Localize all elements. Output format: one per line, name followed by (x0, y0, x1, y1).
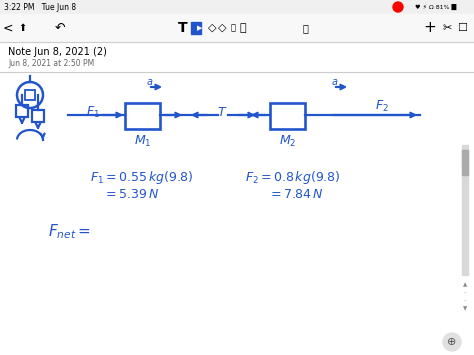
Text: 3:22 PM   Tue Jun 8: 3:22 PM Tue Jun 8 (4, 2, 76, 11)
Circle shape (393, 2, 403, 12)
Text: $M_1$: $M_1$ (134, 133, 151, 148)
Bar (32, 110, 44, 122)
Text: ◇: ◇ (208, 23, 216, 33)
Text: +: + (424, 21, 437, 36)
Text: Note Jun 8, 2021 (2): Note Jun 8, 2021 (2) (8, 47, 107, 57)
Bar (462, 150, 468, 175)
Text: ↶: ↶ (55, 22, 65, 34)
Bar (191, 22, 201, 34)
Bar (125, 103, 160, 129)
Text: $F_1$: $F_1$ (86, 104, 100, 120)
Text: T: T (178, 21, 188, 35)
Text: ▶: ▶ (197, 25, 203, 31)
Text: $F_1 = 0.55\,kg(9.8)$: $F_1 = 0.55\,kg(9.8)$ (90, 169, 194, 186)
Text: $F_{net} =$: $F_{net} =$ (48, 223, 91, 241)
Text: <: < (3, 22, 13, 34)
Text: ♥ ⚡ Ω 81% █: ♥ ⚡ Ω 81% █ (415, 4, 456, 10)
Text: ⬆: ⬆ (18, 23, 26, 33)
Text: $= 7.84\,N$: $= 7.84\,N$ (268, 187, 324, 201)
Bar (0, 14, 474, 42)
Bar (270, 103, 305, 129)
Text: ▼: ▼ (463, 306, 467, 311)
Text: ⭤: ⭤ (230, 23, 236, 33)
Bar (25, 90, 35, 100)
Text: ⊕: ⊕ (447, 337, 456, 347)
Text: ⦿: ⦿ (240, 23, 246, 33)
Circle shape (443, 333, 461, 351)
Bar (0, 0, 474, 14)
Text: ◇: ◇ (218, 23, 226, 33)
Text: $= 5.39\,N$: $= 5.39\,N$ (103, 187, 159, 201)
Text: $T$: $T$ (217, 105, 227, 119)
Text: $F_2 = 0.8\,kg(9.8)$: $F_2 = 0.8\,kg(9.8)$ (245, 169, 340, 186)
Text: –: – (464, 290, 466, 295)
Bar (16, 105, 28, 117)
Text: ☐: ☐ (457, 23, 467, 33)
Text: $F_2$: $F_2$ (375, 98, 389, 114)
Bar (462, 145, 468, 275)
Text: a: a (332, 77, 338, 87)
Text: –: – (464, 299, 466, 304)
Text: ▲: ▲ (463, 283, 467, 288)
Text: ⏳: ⏳ (302, 23, 308, 33)
Text: Jun 8, 2021 at 2:50 PM: Jun 8, 2021 at 2:50 PM (8, 59, 94, 67)
Text: ✂: ✂ (442, 23, 452, 33)
Text: a: a (147, 77, 153, 87)
Text: $M_2$: $M_2$ (279, 133, 296, 148)
